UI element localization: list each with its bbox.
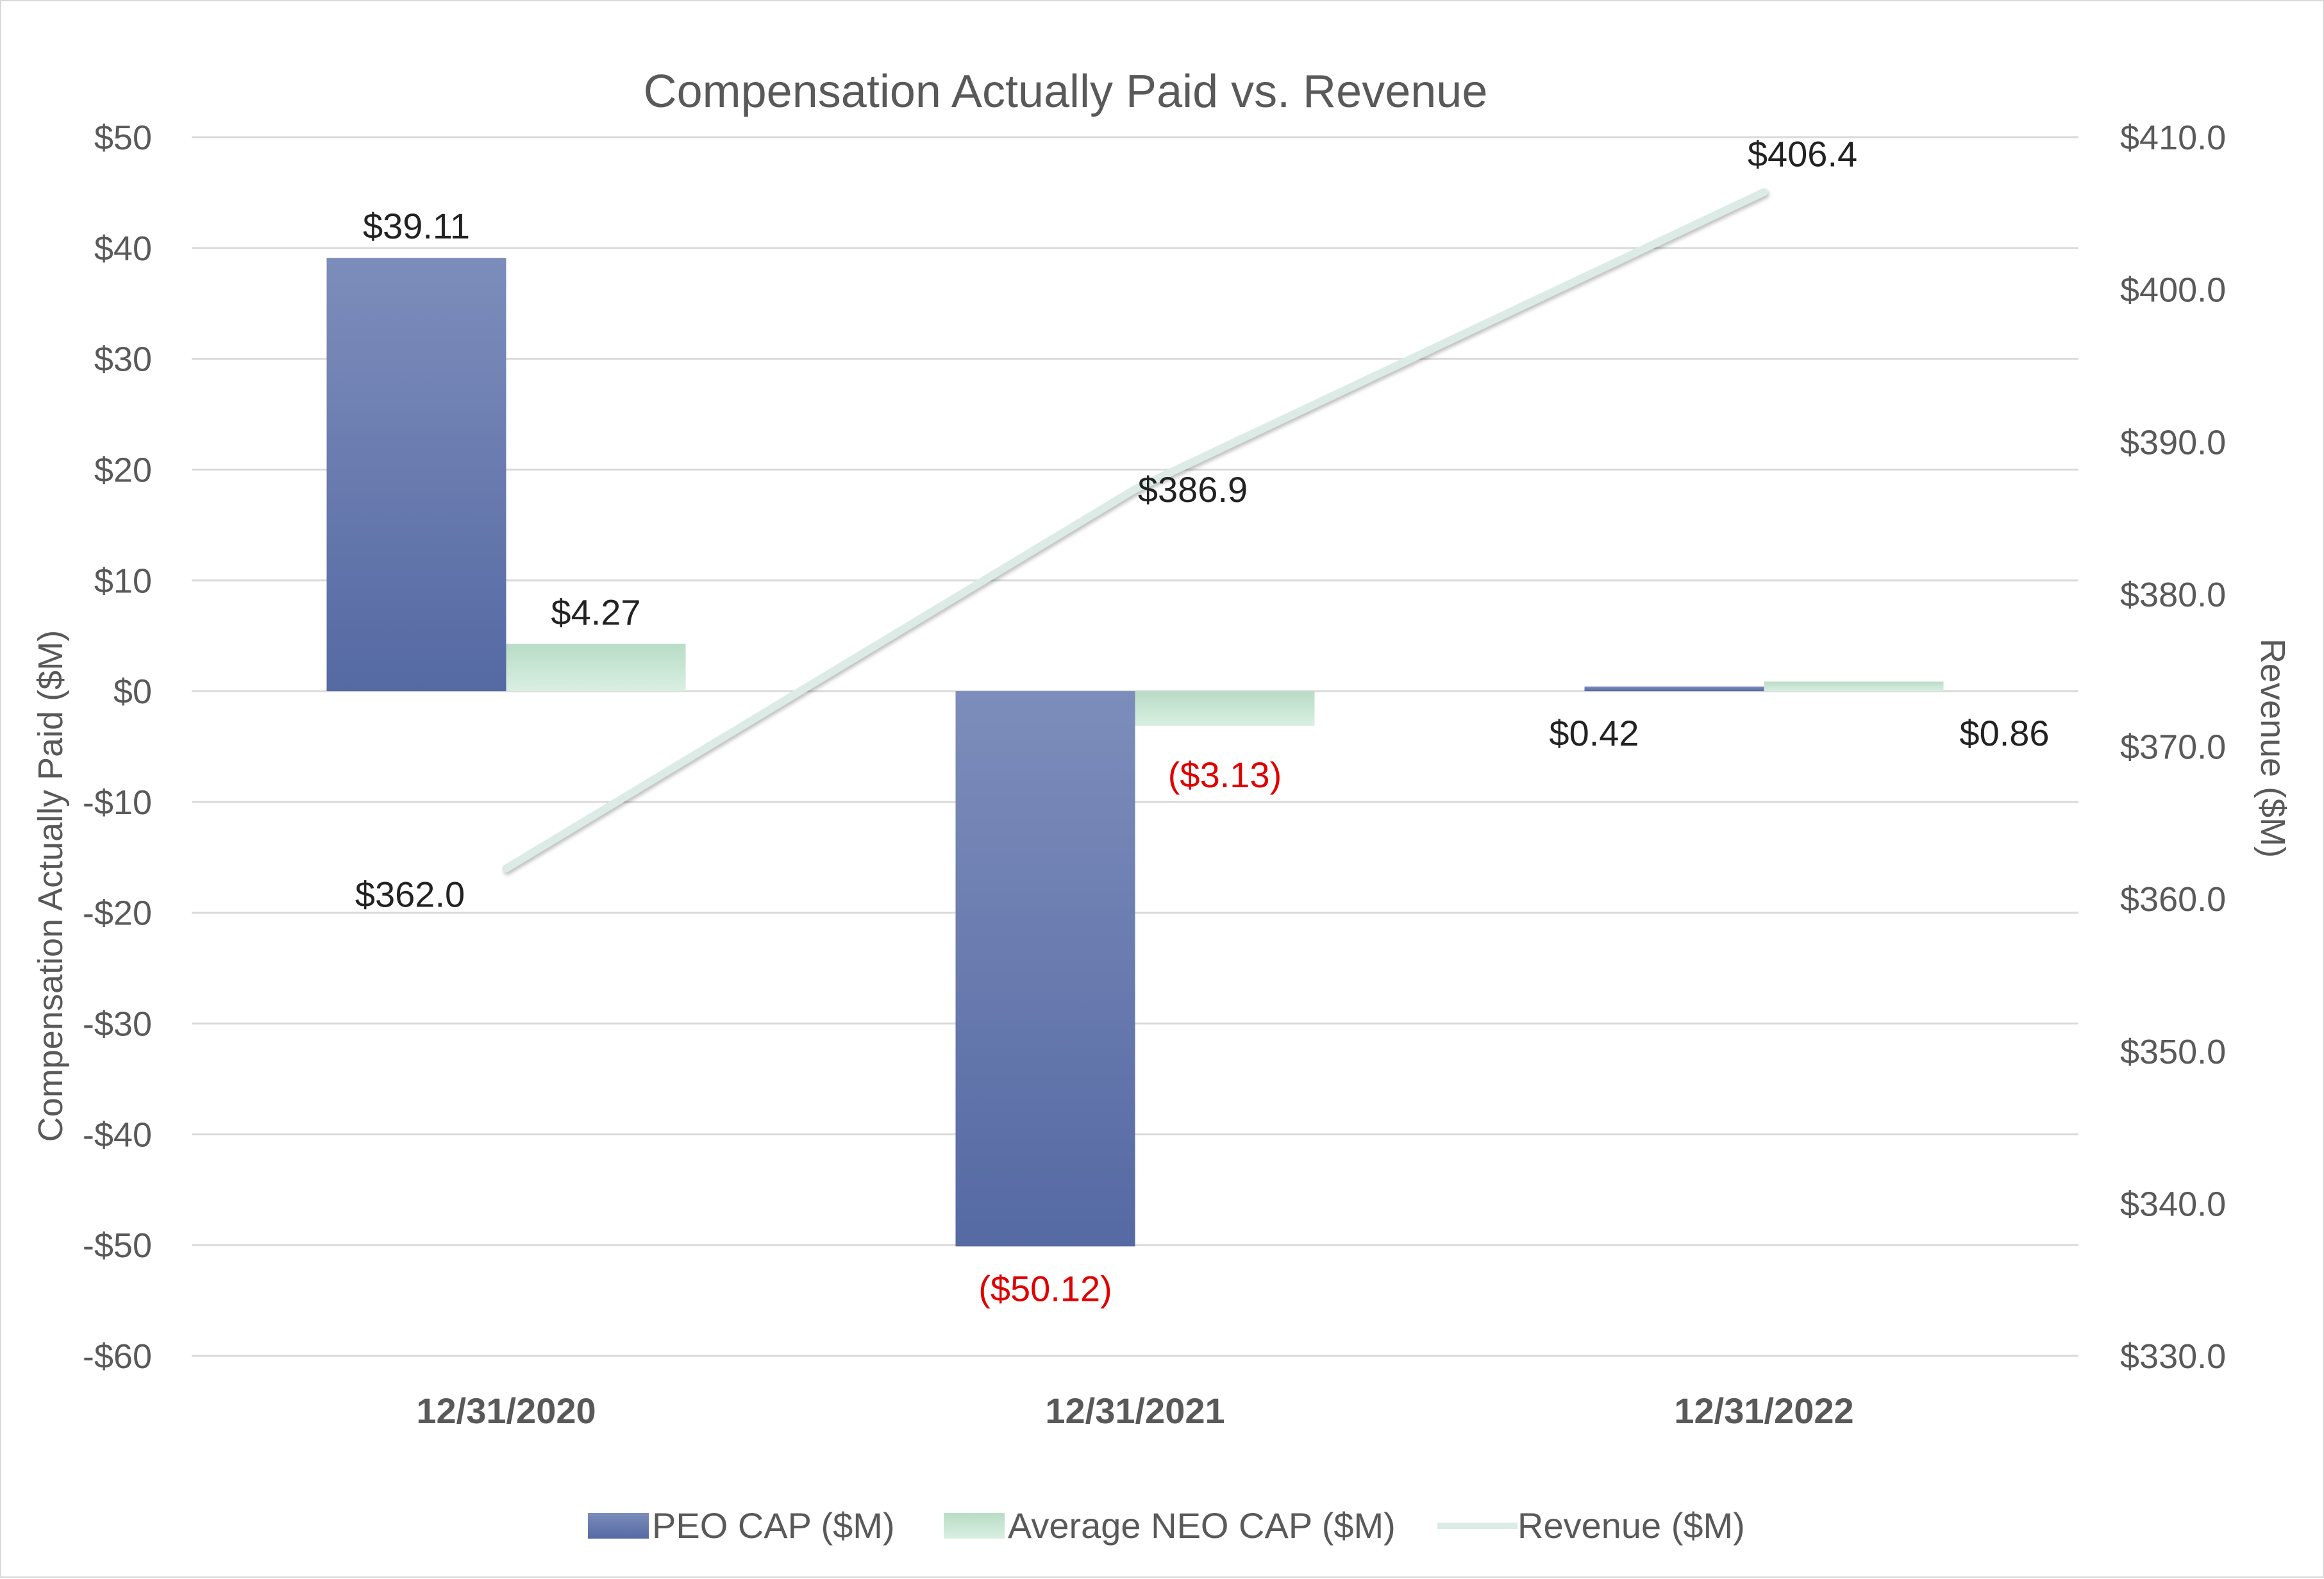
y2-tick-label: $340.0 <box>2120 1185 2226 1223</box>
y-axis-right: $410.0 $400.0 $390.0 $380.0 $370.0 $360.0 $350… <box>2120 119 2226 1376</box>
neo-cap-bar <box>1764 681 1944 692</box>
peo-cap-data-label: ($50.12) <box>978 1268 1112 1308</box>
legend-revenue-label: Revenue ($M) <box>1517 1505 1745 1546</box>
x-axis: 12/31/2020 12/31/2021 12/31/2022 <box>416 1391 1853 1431</box>
data-labels: $39.11 ($50.12) $0.42 $4.27 ($3.13) $0.86 $362… <box>355 134 2050 1309</box>
x-tick-label: 12/31/2020 <box>416 1391 596 1431</box>
y-tick-label: -$50 <box>83 1226 152 1265</box>
peo-cap-data-label: $39.11 <box>363 206 470 246</box>
revenue-data-label: $362.0 <box>355 874 465 915</box>
y-axis-left: $50 $40 $30 $20 $10 $0 -$10 -$20 -$30 -$40 -$50 -$6… <box>83 119 152 1376</box>
legend-neo-cap-swatch <box>944 1513 1005 1539</box>
revenue-point <box>1760 188 1768 196</box>
y2-tick-label: $360.0 <box>2120 880 2226 919</box>
y2-tick-label: $410.0 <box>2120 119 2226 157</box>
x-tick-label: 12/31/2022 <box>1674 1391 1853 1431</box>
y-tick-label: -$40 <box>83 1115 152 1154</box>
y2-tick-label: $350.0 <box>2120 1033 2226 1071</box>
y-axis-left-title: Compensation Actually Paid ($M) <box>31 630 70 1142</box>
y2-tick-label: $370.0 <box>2120 728 2226 767</box>
y2-tick-label: $400.0 <box>2120 271 2226 310</box>
revenue-data-label: $406.4 <box>1748 134 1857 174</box>
bar-series <box>326 258 1944 1247</box>
y-tick-label: -$10 <box>83 783 152 822</box>
revenue-point <box>502 864 510 873</box>
y-axis-right-title: Revenue ($M) <box>2253 639 2292 858</box>
peo-cap-bar <box>1584 686 1764 692</box>
legend-neo-cap-label: Average NEO CAP ($M) <box>1008 1505 1396 1546</box>
y-tick-label: -$30 <box>83 1005 152 1044</box>
y-tick-label: $20 <box>94 451 152 489</box>
y-tick-label: $50 <box>94 119 152 157</box>
y2-tick-label: $390.0 <box>2120 423 2226 462</box>
neo-cap-data-label: ($3.13) <box>1168 755 1282 795</box>
y2-tick-label: $330.0 <box>2120 1337 2226 1376</box>
y-tick-label: -$60 <box>83 1337 152 1376</box>
line-series <box>502 188 1768 873</box>
neo-cap-data-label: $0.86 <box>1959 713 2049 753</box>
neo-cap-bar <box>506 644 686 692</box>
chart-title: Compensation Actually Paid vs. Revenue <box>644 66 1488 117</box>
y2-tick-label: $380.0 <box>2120 576 2226 614</box>
revenue-data-label: $386.9 <box>1138 469 1248 510</box>
x-tick-label: 12/31/2021 <box>1045 1391 1225 1431</box>
y-tick-label: $40 <box>94 230 152 268</box>
neo-cap-data-label: $4.27 <box>551 592 640 632</box>
neo-cap-bar <box>1135 691 1315 726</box>
y-tick-label: $0 <box>113 673 152 711</box>
peo-cap-data-label: $0.42 <box>1549 713 1639 753</box>
y-tick-label: -$20 <box>83 894 152 933</box>
y-tick-label: $10 <box>94 562 152 600</box>
revenue-point <box>1131 485 1139 493</box>
legend: PEO CAP ($M) Average NEO CAP ($M) Revenue … <box>588 1505 1745 1546</box>
peo-cap-bar <box>955 691 1135 1247</box>
legend-peo-cap-swatch <box>588 1513 649 1539</box>
peo-cap-bar <box>326 258 506 692</box>
y-tick-label: $30 <box>94 340 152 379</box>
legend-peo-cap-label: PEO CAP ($M) <box>652 1505 895 1546</box>
